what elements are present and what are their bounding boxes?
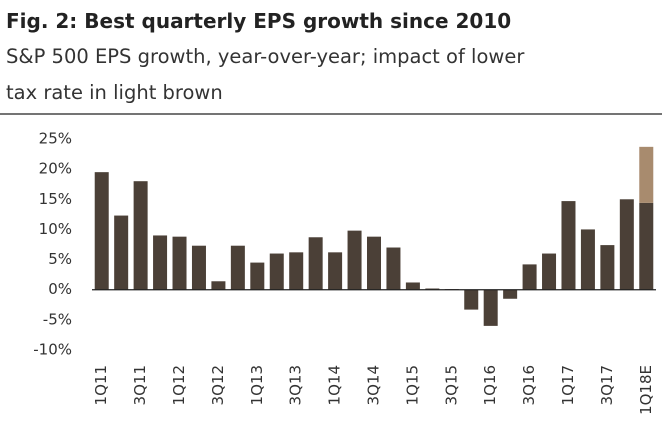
bar (250, 262, 265, 290)
x-tick-label: 1Q11 (92, 365, 110, 405)
bar (308, 237, 323, 290)
bar (328, 252, 343, 290)
x-tick-label: 1Q13 (248, 365, 266, 405)
bar (600, 245, 615, 290)
bar (133, 181, 148, 290)
y-tick-label: 15% (39, 190, 72, 208)
bar (619, 199, 634, 290)
x-tick-label: 3Q14 (365, 365, 383, 405)
x-tick-label: 3Q12 (209, 365, 227, 405)
x-tick-label: 1Q16 (481, 365, 499, 405)
x-tick-label: 1Q18E (637, 365, 655, 415)
bar (211, 281, 226, 290)
x-tick-label: 1Q15 (403, 365, 421, 405)
y-tick-label: -5% (43, 310, 72, 328)
bar (94, 172, 109, 290)
y-tick-label: 10% (39, 220, 72, 238)
x-tick-label: 3Q13 (287, 365, 305, 405)
chart-subtitle: S&P 500 EPS growth, year-over-year; impa… (6, 45, 525, 68)
bar (386, 247, 401, 290)
bar (503, 289, 518, 299)
chart-subtitle: tax rate in light brown (6, 81, 223, 104)
bar (172, 236, 187, 290)
bar (522, 264, 537, 290)
x-tick-label: 3Q17 (598, 365, 616, 405)
bar (464, 289, 479, 310)
bar (580, 229, 595, 290)
bar (483, 289, 498, 326)
bar (114, 215, 129, 290)
bar (405, 282, 420, 290)
x-tick-label: 3Q11 (131, 365, 149, 405)
bar (347, 230, 362, 290)
bar (639, 146, 654, 203)
bar (561, 201, 576, 290)
y-tick-label: 5% (48, 250, 72, 268)
chart-title: Fig. 2: Best quarterly EPS growth since … (6, 9, 511, 33)
x-tick-label: 3Q15 (442, 365, 460, 405)
x-tick-label: 1Q17 (559, 365, 577, 405)
x-tick-label: 1Q12 (170, 365, 188, 405)
y-tick-label: 20% (39, 160, 72, 178)
bar (542, 253, 557, 290)
bar (230, 245, 245, 290)
x-tick-label: 1Q14 (326, 365, 344, 405)
bar (269, 253, 284, 290)
bar (191, 245, 206, 290)
bar (289, 252, 304, 290)
x-tick-label: 3Q16 (520, 365, 538, 405)
y-tick-label: 25% (39, 130, 72, 148)
y-tick-label: -10% (33, 341, 72, 359)
bar (425, 288, 440, 290)
bar (639, 202, 654, 290)
y-tick-label: 0% (48, 280, 72, 298)
bar (153, 235, 168, 290)
bar (366, 236, 382, 290)
